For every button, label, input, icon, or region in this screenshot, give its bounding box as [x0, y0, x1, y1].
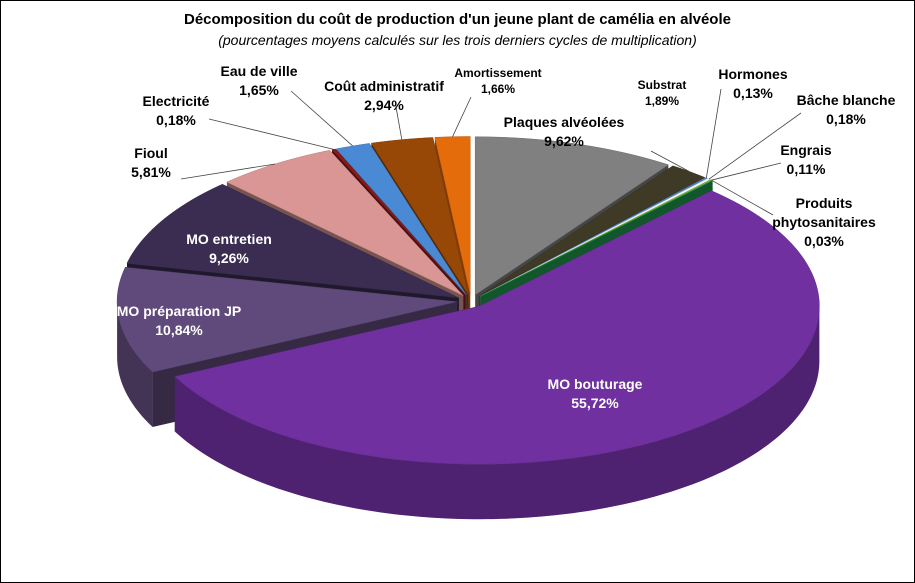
slice-value: 0,03% [804, 233, 844, 249]
leader-line [452, 96, 472, 137]
leader-line [712, 180, 774, 216]
leader-line [395, 106, 403, 140]
chart-title: Décomposition du coût de production d'un… [184, 11, 731, 28]
slice-label: Produits phytosanitaires [772, 195, 876, 230]
slice-label: Engrais [780, 142, 832, 158]
slice-value: 1,89% [644, 94, 680, 108]
slice [434, 136, 471, 295]
slice-value: 0,13% [733, 85, 773, 101]
slice-value: 5,81% [131, 164, 171, 180]
slice-label: Bâche blanche [796, 92, 896, 108]
leader-line [208, 118, 334, 150]
slice-label: Amortissement [454, 66, 542, 80]
slice-label: MO entretien [186, 231, 272, 247]
chart-subtitle: (pourcentages moyens calculés sur les tr… [218, 32, 697, 48]
slice-label: Coût administratif [324, 78, 444, 94]
slice-label: Plaques alvéolées [503, 114, 625, 130]
leader-line [180, 163, 276, 180]
slice-label: Fioul [134, 145, 168, 161]
slice-label: Substrat [637, 78, 687, 92]
slice-value: 0,18% [156, 112, 196, 128]
slice-value: 1,65% [239, 82, 279, 98]
slice-label: MO préparation JP [116, 303, 242, 319]
slice [116, 267, 458, 373]
slice-label: Electricité [142, 93, 210, 109]
slice [126, 183, 459, 299]
slice-value: 55,72% [571, 395, 619, 411]
slice-value: 0,11% [786, 161, 826, 177]
slice [474, 136, 669, 296]
slice-side [117, 301, 153, 428]
slice-value: 1,66% [480, 82, 516, 96]
slice-value: 9,62% [544, 133, 584, 149]
leader-line [650, 150, 690, 172]
leader-line [711, 162, 782, 181]
slice-side [174, 306, 820, 520]
slice-value: 2,94% [364, 97, 404, 113]
slice [331, 148, 466, 296]
slice-value: 9,26% [209, 250, 249, 266]
slice-label: MO bouturage [547, 376, 643, 392]
slice [370, 137, 469, 295]
leader-line [290, 90, 353, 147]
slice-label: Eau de ville [220, 63, 298, 79]
slice-value: 0,18% [826, 111, 866, 127]
slice [479, 165, 706, 297]
leader-line [705, 88, 722, 179]
slice-value: 10,84% [155, 322, 203, 338]
leader-line [708, 112, 802, 180]
slice-label: Hormones [718, 66, 788, 82]
slice [226, 150, 464, 296]
slice [174, 190, 820, 465]
